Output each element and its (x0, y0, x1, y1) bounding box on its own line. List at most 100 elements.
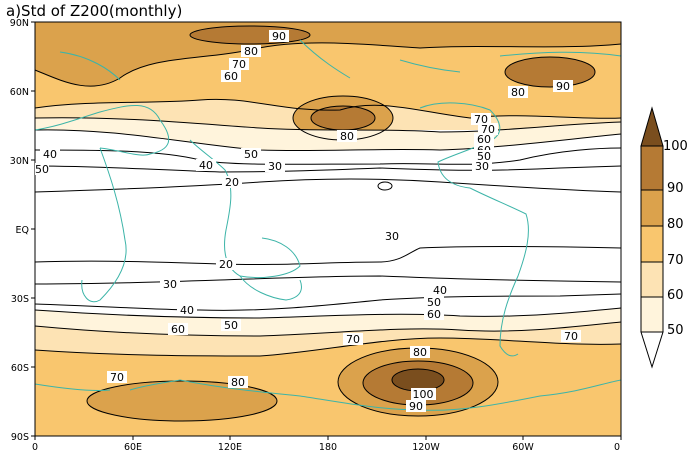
svg-text:60: 60 (224, 70, 238, 83)
svg-text:30: 30 (475, 160, 489, 173)
contour-label: 70 (478, 123, 498, 136)
colorbar-box (640, 296, 664, 333)
svg-text:50: 50 (477, 150, 491, 163)
contour-label: 30 (472, 160, 492, 173)
svg-text:80: 80 (244, 45, 258, 58)
svg-text:40: 40 (43, 148, 57, 161)
colorbar-box (640, 225, 664, 263)
contour-label: 40 (177, 304, 197, 317)
contour-label: 40 (196, 159, 216, 172)
colorbar-high-arrow (640, 106, 664, 147)
svg-text:30: 30 (163, 278, 177, 291)
contour-label: 30 (160, 278, 180, 291)
svg-text:30: 30 (268, 160, 282, 173)
contour-label: 40 (40, 148, 60, 161)
colorbar-tick-label: 80 (667, 217, 684, 232)
shade-south-80a (87, 381, 277, 421)
shade-south-100 (392, 369, 444, 391)
x-tick-label: 60W (512, 442, 534, 453)
svg-text:60: 60 (171, 323, 185, 336)
y-tick-label: EQ (16, 225, 29, 236)
contour-label: 70 (561, 330, 581, 343)
svg-text:40: 40 (199, 159, 213, 172)
x-tick-label: 120E (218, 442, 242, 453)
x-tick-label: 60E (124, 442, 142, 453)
contour-label: 40 (430, 284, 450, 297)
colorbar (640, 106, 664, 369)
contour-label: 80 (228, 376, 248, 389)
contour-label: 30 (265, 160, 285, 173)
colorbar-tick-label: 90 (667, 181, 684, 196)
y-tick-label: 90N (10, 18, 29, 29)
svg-text:70: 70 (474, 113, 488, 126)
svg-text:70: 70 (110, 371, 124, 384)
y-axis (31, 21, 35, 437)
contour-label: 60 (221, 70, 241, 83)
x-tick-label: 180 (319, 442, 337, 453)
colorbar-box (640, 261, 664, 298)
svg-text:80: 80 (340, 130, 354, 143)
contour-label: 80 (241, 45, 261, 58)
contour-label: 70 (471, 113, 491, 126)
svg-text:70: 70 (346, 333, 360, 346)
plot-title: a)Std of Z200(monthly) (6, 2, 183, 20)
svg-text:70: 70 (232, 58, 246, 71)
y-tick-label: 30N (10, 156, 29, 167)
contour-label: 50 (241, 148, 261, 161)
svg-text:70: 70 (481, 123, 495, 136)
svg-text:90: 90 (556, 80, 570, 93)
contour-label: 70 (107, 371, 127, 384)
contour-label: 20 (222, 176, 242, 189)
contour-label: 90 (553, 80, 573, 93)
y-tick-label: 30S (11, 294, 29, 305)
shade-siberia-90 (505, 57, 595, 87)
x-tick-label: 0 (614, 442, 620, 453)
contour-label: 60 (474, 133, 494, 146)
colorbar-tick-label: 70 (667, 253, 684, 268)
contour-label: 80 (508, 86, 528, 99)
contour-label: 50 (221, 319, 241, 332)
svg-text:50: 50 (244, 148, 258, 161)
contour-label: 60 (168, 323, 188, 336)
svg-text:80: 80 (231, 376, 245, 389)
contour-label: 60 (424, 308, 444, 321)
contour-label: 70 (343, 333, 363, 346)
svg-text:20: 20 (225, 176, 239, 189)
svg-text:30: 30 (385, 230, 399, 243)
x-tick-label: 120W (412, 442, 440, 453)
colorbar-box (640, 189, 664, 227)
shade-north-80 (35, 22, 621, 87)
svg-text:50: 50 (35, 163, 49, 176)
contour-label: 80 (337, 130, 357, 143)
svg-text:100: 100 (413, 388, 434, 401)
svg-text:90: 90 (272, 30, 286, 43)
svg-text:20: 20 (219, 258, 233, 271)
x-axis (34, 436, 622, 440)
y-tick-label: 60N (10, 87, 29, 98)
svg-text:40: 40 (433, 284, 447, 297)
contour-label: 50 (424, 296, 444, 309)
shade-pacific-90 (311, 106, 375, 130)
svg-text:50: 50 (427, 296, 441, 309)
contour-label: 70 (229, 58, 249, 71)
y-tick-label: 90S (11, 432, 29, 443)
colorbar-box (640, 145, 664, 191)
svg-text:70: 70 (564, 330, 578, 343)
colorbar-tick-label: 50 (667, 323, 684, 338)
svg-text:90: 90 (409, 400, 423, 413)
contour-label: 20 (216, 258, 236, 271)
svg-text:80: 80 (511, 86, 525, 99)
contour-labels: 90 80 70 60 90 80 70 60 80 70 60 50 40 5… (35, 30, 581, 413)
svg-text:60: 60 (477, 133, 491, 146)
contour-label: 100 (411, 388, 436, 401)
svg-text:40: 40 (180, 304, 194, 317)
colorbar-low-arrow (640, 331, 664, 369)
contour-label: 50 (474, 150, 494, 163)
svg-text:80: 80 (413, 346, 427, 359)
contour-label: 50 (35, 163, 49, 176)
svg-text:60: 60 (427, 308, 441, 321)
contour-label: 90 (269, 30, 289, 43)
x-tick-label: 0 (32, 442, 38, 453)
contour-label: 90 (406, 400, 426, 413)
